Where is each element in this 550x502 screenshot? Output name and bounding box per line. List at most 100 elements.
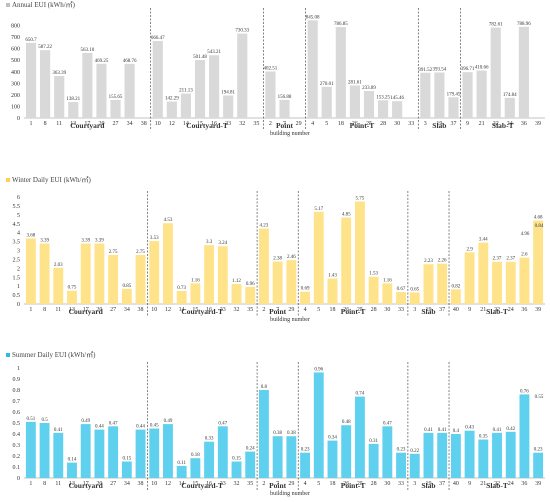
y-tick-label: 100	[11, 104, 20, 110]
legend-swatch	[6, 3, 10, 8]
bar	[265, 71, 276, 118]
data-label: 0.31	[369, 439, 378, 444]
x-tick-label: 5	[317, 481, 320, 487]
y-tick-label: 300	[11, 81, 20, 87]
x-tick-label: 2	[269, 121, 272, 127]
bar	[121, 461, 132, 478]
x-tick-label: 22	[494, 481, 500, 487]
bar	[163, 223, 173, 304]
bar	[166, 101, 177, 118]
data-label: 2.26	[438, 259, 447, 264]
y-tick-label: 2.5	[13, 257, 21, 263]
y-tick-label: 600	[11, 47, 20, 53]
x-tick-label: 36	[521, 481, 527, 487]
winter-eui-chart: 00.511.522.533.544.555.563.6813.3982.031…	[13, 191, 545, 323]
data-label: 587.22	[38, 45, 52, 50]
group-label: Courtyard-T	[181, 481, 223, 490]
bar	[279, 99, 290, 118]
bar	[176, 290, 187, 304]
y-tick-label: 700	[11, 35, 20, 41]
data-label: 5.17	[314, 207, 323, 212]
x-tick-label: 32	[239, 121, 245, 127]
data-label: 194.81	[221, 90, 235, 95]
group-label: Point-T	[341, 481, 366, 490]
data-label: 3.39	[81, 239, 90, 244]
bar	[223, 95, 234, 118]
x-tick-label: 12	[165, 481, 171, 487]
bar	[67, 290, 77, 304]
x-tick-label: 17	[83, 481, 89, 487]
x-tick-label: 13	[69, 481, 75, 487]
bar	[94, 429, 105, 478]
x-tick-label: 4	[311, 121, 314, 127]
x-tick-label: 7	[276, 481, 279, 487]
x-tick-label: 26	[343, 481, 349, 487]
y-tick-label: 0.3	[13, 443, 21, 449]
bar	[121, 288, 132, 304]
x-tick-label: 28	[380, 121, 386, 127]
x-tick-label: 18	[329, 307, 335, 313]
x-tick-label: 33	[398, 481, 404, 487]
bar	[327, 278, 338, 304]
bar	[396, 452, 406, 478]
x-tick-label: 18	[338, 121, 344, 127]
bar	[533, 220, 544, 304]
data-label: 4.96	[521, 232, 530, 237]
data-label: 1.16	[191, 278, 200, 283]
bar	[272, 436, 283, 478]
x-tick-label: 7	[283, 121, 286, 127]
annual-eui-title: Annual EUI (kWh/㎡)	[6, 0, 75, 10]
x-tick-label: 35	[253, 121, 259, 127]
bar	[464, 252, 475, 304]
data-label: 1.16	[383, 278, 392, 283]
winter-eui-title: Winter Daily EUI (kWh/㎡)	[6, 175, 91, 185]
x-tick-label: 11	[55, 307, 61, 313]
annual-eui-panel: Annual EUI (kWh/㎡) 0 100 200 300 400 500 600 70…	[0, 0, 550, 140]
bar	[209, 55, 220, 118]
x-tick-label: 10	[151, 481, 157, 487]
data-label: 0.41	[493, 428, 502, 433]
bar	[420, 72, 431, 118]
x-tick-label: 32	[234, 307, 240, 313]
bar	[231, 461, 242, 478]
data-label: 0.23	[397, 448, 406, 453]
x-tick-label: 23	[220, 307, 226, 313]
x-tick-label: 19	[425, 307, 431, 313]
data-label: 153.25	[376, 95, 390, 100]
bar	[54, 76, 65, 118]
data-label: 788.96	[517, 22, 531, 27]
y-tick-label: 0	[17, 116, 20, 122]
data-label: 0.33	[205, 437, 214, 442]
data-label: 0.82	[452, 284, 461, 289]
bar	[80, 243, 91, 304]
data-label: 0.23	[534, 448, 543, 453]
y-tick-label: 0	[17, 302, 20, 308]
y-tick-label: 5.5	[13, 204, 21, 210]
x-tick-label: 23	[225, 121, 231, 127]
data-label: 1.53	[369, 272, 378, 277]
bar	[135, 429, 146, 478]
x-tick-label: 28	[371, 307, 377, 313]
data-label: 0.34	[328, 436, 337, 441]
bar	[217, 246, 228, 304]
x-tick-label: 3	[413, 307, 416, 313]
x-tick-label: 21	[480, 481, 486, 487]
x-tick-label: 30	[384, 481, 390, 487]
bar	[53, 267, 64, 304]
y-tick-label: 6	[17, 195, 20, 201]
data-label: 2.37	[506, 257, 515, 262]
x-tick-label: 26	[352, 121, 358, 127]
bar	[108, 254, 119, 304]
x-tick-label: 16	[211, 121, 217, 127]
bar	[478, 242, 489, 304]
bar	[462, 72, 473, 118]
data-label: 786.85	[334, 22, 348, 27]
chart-title-text: Winter Daily EUI (kWh/㎡)	[12, 176, 91, 184]
x-tick-label: 5	[317, 307, 320, 313]
bar	[82, 52, 93, 119]
data-label: 0.48	[342, 420, 351, 425]
data-label: 138.21	[66, 97, 80, 102]
x-tick-label: 21	[480, 307, 486, 313]
bar	[327, 440, 338, 478]
data-label: 0.47	[109, 421, 118, 426]
